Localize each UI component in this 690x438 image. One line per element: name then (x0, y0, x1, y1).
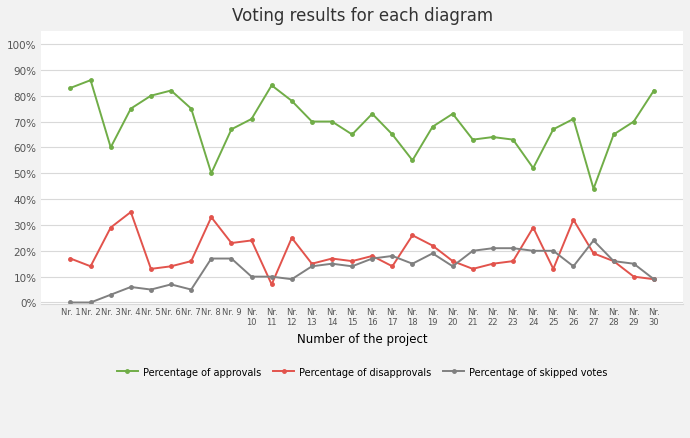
Percentage of skipped votes (127, 285, 135, 290)
Percentage of disapprovals (288, 236, 296, 241)
Percentage of skipped votes (569, 264, 578, 269)
Percentage of disapprovals (187, 259, 195, 264)
Percentage of disapprovals (167, 264, 175, 269)
Percentage of approvals (549, 127, 558, 133)
Percentage of approvals (509, 138, 518, 143)
Percentage of disapprovals (86, 264, 95, 269)
Percentage of approvals (106, 145, 115, 151)
Percentage of approvals (288, 99, 296, 104)
Percentage of skipped votes (368, 256, 376, 261)
Percentage of skipped votes (308, 264, 316, 269)
Percentage of disapprovals (308, 261, 316, 267)
Percentage of skipped votes (66, 300, 75, 305)
Percentage of skipped votes (609, 259, 618, 264)
Percentage of skipped votes (207, 256, 215, 261)
Percentage of approvals (227, 127, 235, 133)
Percentage of skipped votes (589, 238, 598, 244)
Line: Percentage of approvals: Percentage of approvals (69, 79, 656, 191)
Percentage of approvals (489, 135, 497, 140)
Percentage of approvals (428, 125, 437, 130)
Percentage of approvals (187, 107, 195, 112)
Percentage of approvals (167, 88, 175, 94)
Percentage of approvals (469, 138, 477, 143)
Percentage of disapprovals (268, 282, 276, 287)
Percentage of disapprovals (368, 254, 376, 259)
Percentage of skipped votes (408, 261, 417, 267)
Percentage of skipped votes (529, 249, 538, 254)
Percentage of skipped votes (187, 287, 195, 293)
Percentage of disapprovals (589, 251, 598, 256)
Percentage of skipped votes (549, 249, 558, 254)
Percentage of disapprovals (509, 259, 518, 264)
Percentage of disapprovals (569, 218, 578, 223)
Percentage of skipped votes (509, 246, 518, 251)
Percentage of disapprovals (388, 264, 397, 269)
Percentage of skipped votes (248, 274, 256, 279)
Percentage of disapprovals (227, 241, 235, 246)
Percentage of disapprovals (630, 274, 638, 279)
Percentage of approvals (368, 112, 376, 117)
Percentage of approvals (609, 133, 618, 138)
Percentage of approvals (448, 112, 457, 117)
Percentage of approvals (348, 133, 356, 138)
Percentage of disapprovals (428, 244, 437, 249)
Percentage of approvals (207, 171, 215, 177)
Percentage of approvals (147, 94, 155, 99)
Percentage of approvals (388, 133, 397, 138)
Percentage of skipped votes (288, 277, 296, 282)
Percentage of disapprovals (147, 267, 155, 272)
Percentage of disapprovals (106, 226, 115, 231)
Percentage of skipped votes (167, 282, 175, 287)
Percentage of skipped votes (348, 264, 356, 269)
Percentage of skipped votes (388, 254, 397, 259)
Percentage of approvals (589, 187, 598, 192)
Title: Voting results for each diagram: Voting results for each diagram (232, 7, 493, 25)
Percentage of skipped votes (147, 287, 155, 293)
Percentage of approvals (308, 120, 316, 125)
Percentage of skipped votes (448, 264, 457, 269)
Percentage of skipped votes (489, 246, 497, 251)
Percentage of approvals (248, 117, 256, 122)
Percentage of skipped votes (428, 251, 437, 256)
Percentage of disapprovals (408, 233, 417, 238)
Line: Percentage of skipped votes: Percentage of skipped votes (69, 239, 656, 304)
Percentage of disapprovals (127, 210, 135, 215)
Percentage of disapprovals (348, 259, 356, 264)
Legend: Percentage of approvals, Percentage of disapprovals, Percentage of skipped votes: Percentage of approvals, Percentage of d… (112, 363, 611, 381)
Percentage of approvals (268, 84, 276, 89)
Percentage of disapprovals (248, 238, 256, 244)
Percentage of skipped votes (630, 261, 638, 267)
Percentage of disapprovals (609, 259, 618, 264)
Percentage of skipped votes (328, 261, 336, 267)
X-axis label: Number of the project: Number of the project (297, 332, 428, 345)
Percentage of approvals (650, 88, 658, 94)
Percentage of disapprovals (207, 215, 215, 220)
Percentage of disapprovals (650, 277, 658, 282)
Percentage of approvals (569, 117, 578, 122)
Percentage of skipped votes (106, 293, 115, 298)
Percentage of skipped votes (650, 277, 658, 282)
Percentage of disapprovals (529, 226, 538, 231)
Percentage of approvals (529, 166, 538, 171)
Percentage of disapprovals (489, 261, 497, 267)
Percentage of skipped votes (469, 249, 477, 254)
Percentage of disapprovals (469, 267, 477, 272)
Percentage of approvals (86, 78, 95, 84)
Percentage of skipped votes (227, 256, 235, 261)
Percentage of approvals (66, 86, 75, 92)
Percentage of disapprovals (549, 267, 558, 272)
Percentage of approvals (328, 120, 336, 125)
Percentage of disapprovals (448, 259, 457, 264)
Percentage of approvals (127, 107, 135, 112)
Percentage of disapprovals (328, 256, 336, 261)
Percentage of skipped votes (86, 300, 95, 305)
Percentage of approvals (630, 120, 638, 125)
Percentage of approvals (408, 158, 417, 163)
Percentage of skipped votes (268, 274, 276, 279)
Percentage of disapprovals (66, 256, 75, 261)
Line: Percentage of disapprovals: Percentage of disapprovals (69, 211, 656, 286)
